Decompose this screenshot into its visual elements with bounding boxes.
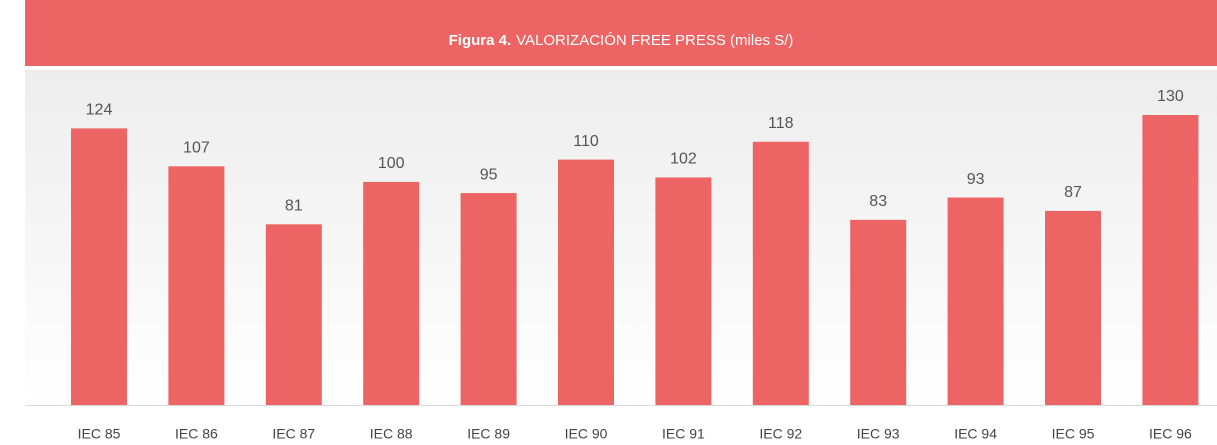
bar [752,141,809,405]
bar [71,128,127,405]
x-tick-label: IEC 94 [954,426,997,442]
bar [460,193,517,405]
bar [168,166,225,405]
x-tick-label: IEC 89 [467,426,510,442]
bar [850,219,907,405]
bar [655,177,712,405]
x-tick-label: IEC 96 [1149,426,1192,442]
x-tick-label: IEC 85 [78,426,121,442]
x-tick-label: IEC 87 [272,426,315,442]
title-label: Figura 4. [449,32,512,49]
data-label: 81 [285,198,303,215]
x-tick-label: IEC 93 [857,426,900,442]
x-tick-label: IEC 90 [565,426,608,442]
bar [947,197,1004,405]
data-label: 124 [86,102,113,119]
bar [265,224,322,405]
chart-title: Figura 4. VALORIZACIÓN FREE PRESS (miles … [449,32,794,49]
title-text: VALORIZACIÓN FREE PRESS (miles S/) [516,32,793,49]
header-bar [25,0,1217,66]
data-label: 100 [378,155,405,172]
data-label: 87 [1064,184,1082,201]
x-tick-label: IEC 88 [370,426,413,442]
data-label: 118 [768,115,794,132]
bar [1045,210,1101,405]
data-label: 93 [967,171,985,188]
data-label: 107 [183,140,210,157]
x-tick-label: IEC 92 [759,426,802,442]
bar [1142,115,1199,405]
bar [363,181,420,405]
data-label: 83 [869,193,887,210]
data-label: 110 [573,133,599,150]
x-tick-label: IEC 86 [175,426,218,442]
data-label: 130 [1157,88,1184,105]
data-label: 95 [480,166,498,183]
x-tick-label: IEC 95 [1052,426,1095,442]
data-label: 102 [670,151,697,168]
bar [558,159,614,405]
x-tick-label: IEC 91 [662,426,705,442]
